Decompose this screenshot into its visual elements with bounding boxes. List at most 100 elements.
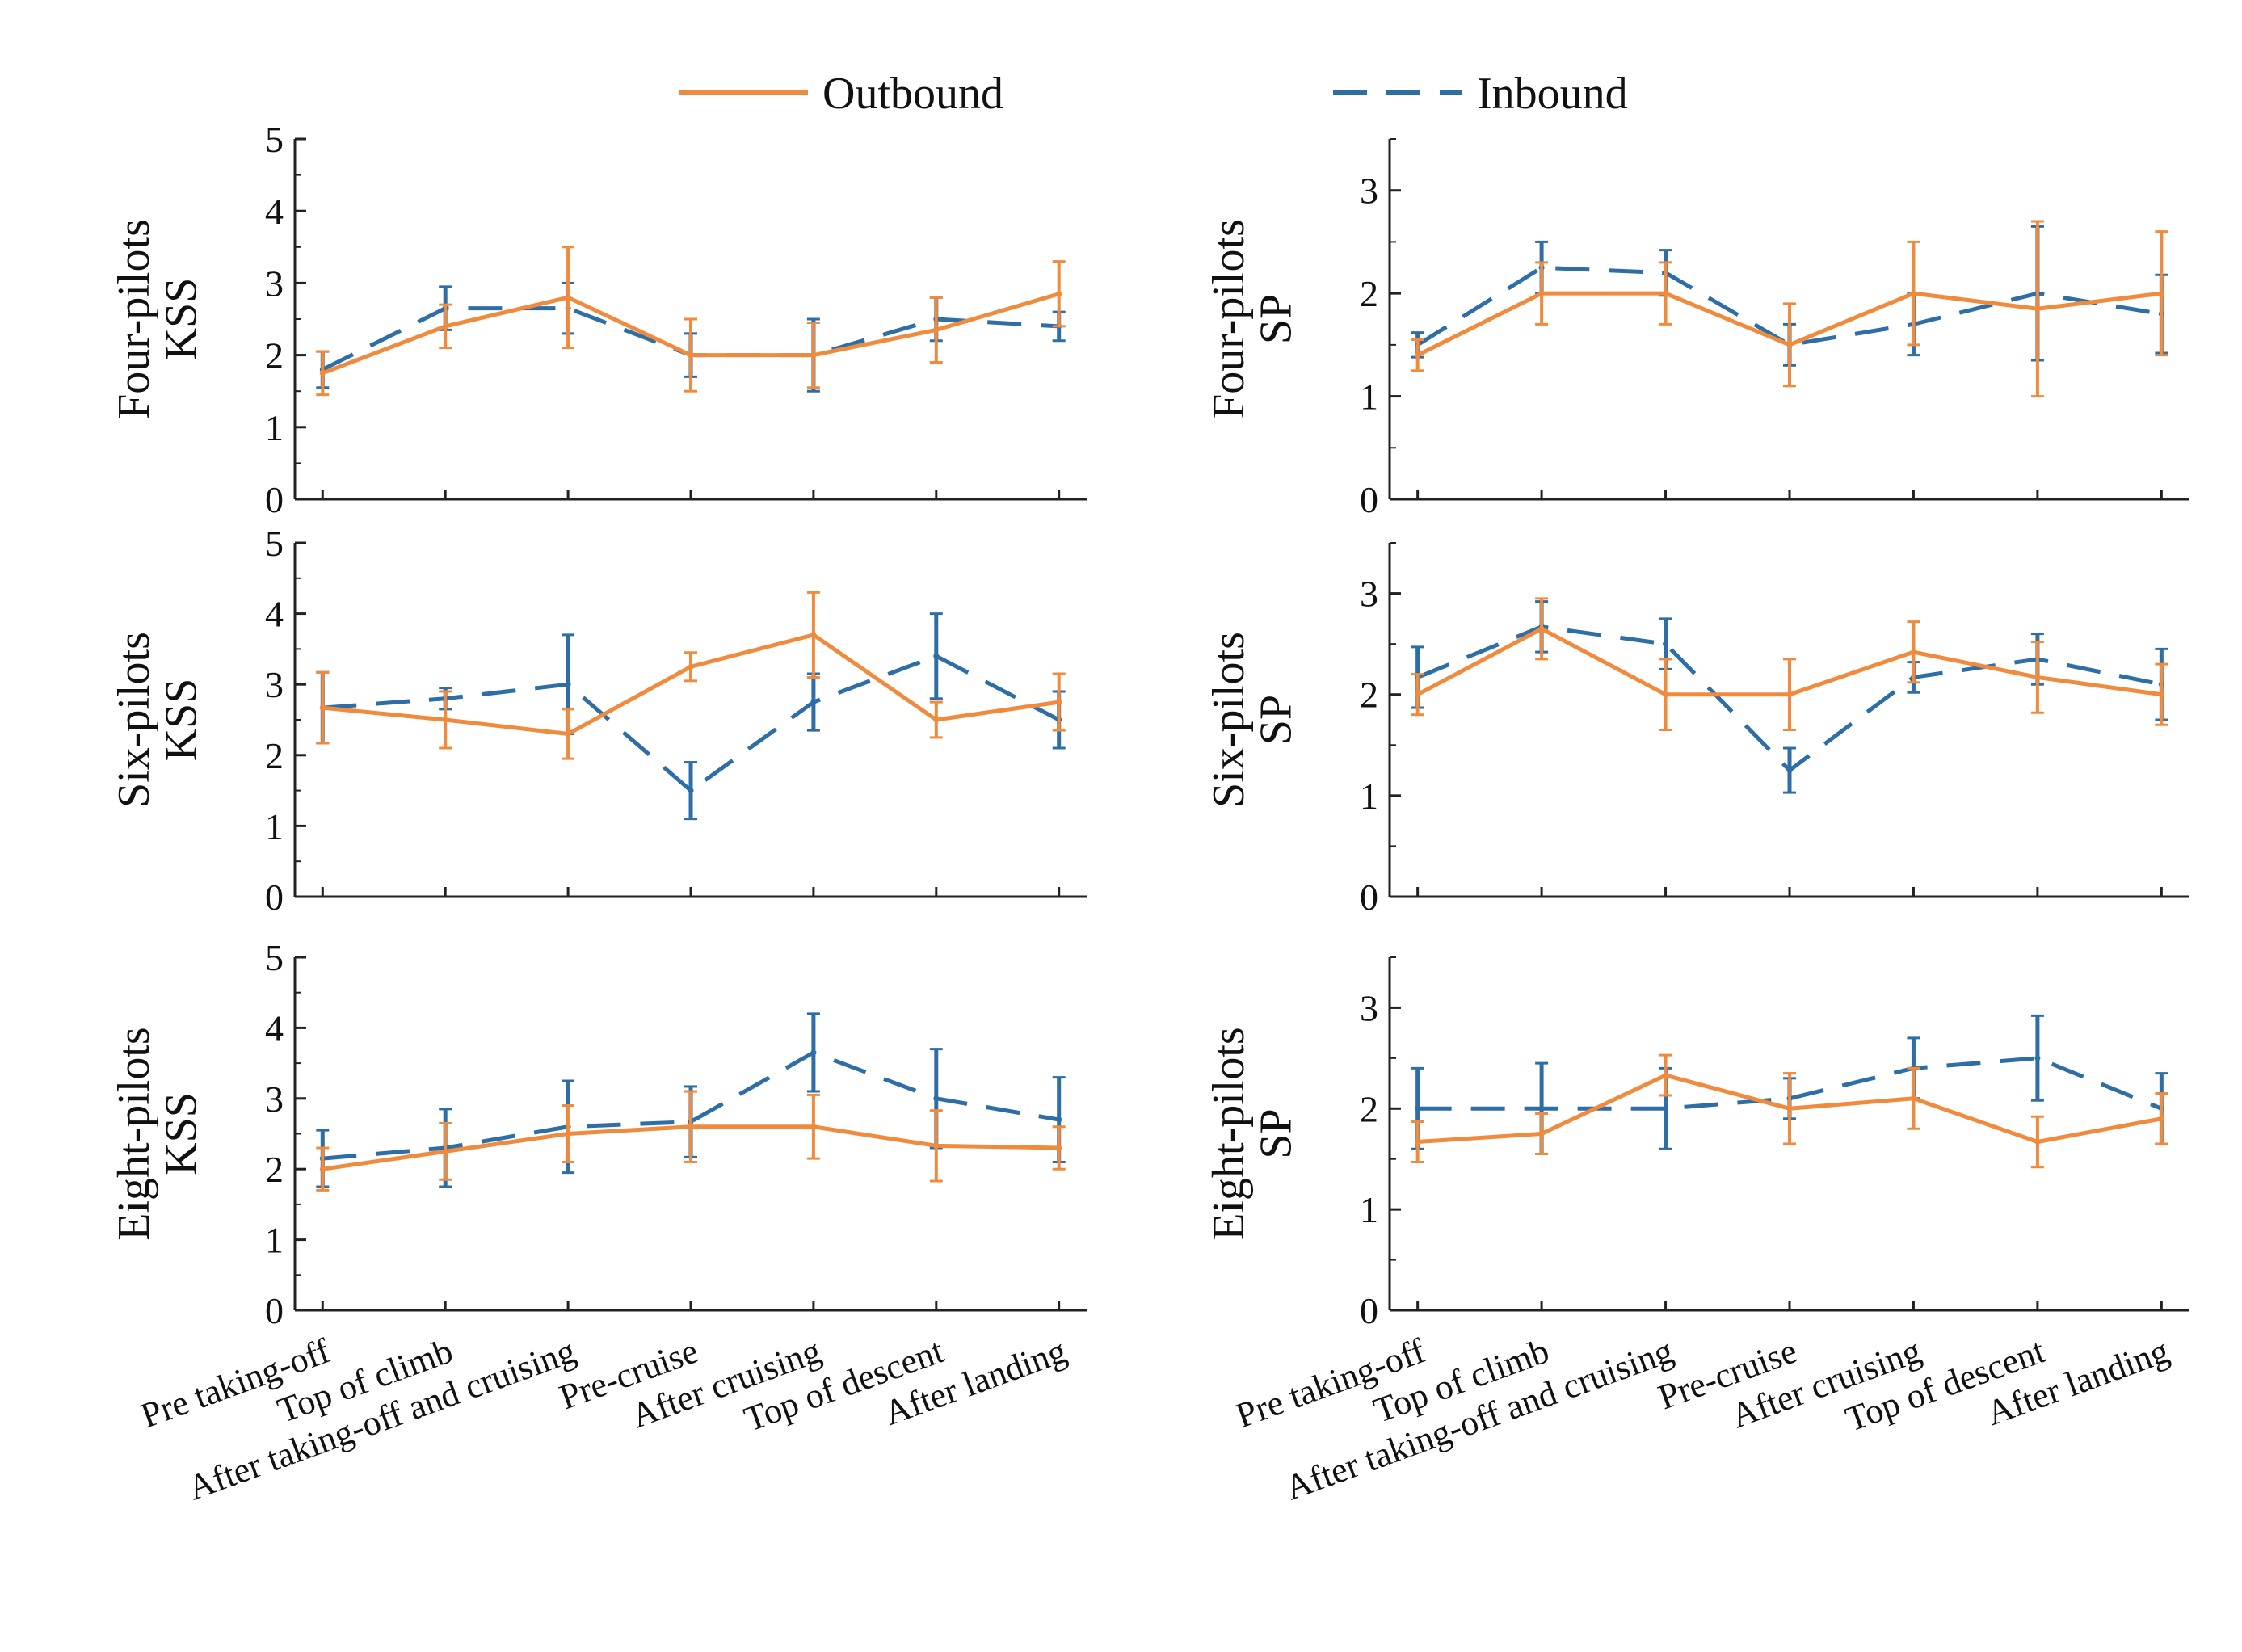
y-tick-label: 1 — [1360, 1189, 1378, 1230]
y-axis-label-top: Six-pilots — [1204, 632, 1254, 808]
y-tick-label: 3 — [1360, 170, 1378, 212]
y-axis-label: Four-pilotsKSS — [109, 219, 207, 419]
data-point — [1056, 1116, 1062, 1123]
y-axis-label: Four-pilotsSP — [1204, 219, 1302, 419]
data-point — [565, 681, 571, 687]
y-axis-label-bottom: SP — [1251, 294, 1302, 344]
data-point — [1415, 1105, 1421, 1112]
y-axis-label: Six-pilotsSP — [1204, 632, 1302, 808]
legend-inbound-label: Inbound — [1477, 69, 1628, 119]
data-point — [810, 352, 817, 359]
y-tick-label: 2 — [1360, 675, 1378, 716]
y-axis-label-bottom: KSS — [157, 278, 207, 361]
y-axis-label: Eight-pilotsKSS — [109, 1027, 207, 1240]
y-axis-label-bottom: SP — [1251, 695, 1302, 745]
data-point — [442, 323, 448, 330]
y-axis-label-bottom: SP — [1251, 1108, 1302, 1158]
data-point — [1786, 691, 1793, 698]
data-point — [1663, 691, 1669, 698]
legend: Outbound Inbound — [679, 69, 1628, 119]
y-axis-label-top: Four-pilots — [1204, 219, 1254, 419]
y-tick-label: 5 — [265, 937, 284, 978]
data-point — [688, 352, 694, 359]
data-point — [688, 663, 694, 670]
panel-kss-six: 0 1 2 3 4 5 Six-pilotsKSS — [109, 523, 1087, 918]
y-tick-label: 1 — [1360, 376, 1378, 418]
data-point — [1663, 641, 1669, 647]
y-tick-label: 4 — [265, 594, 284, 635]
data-point — [1538, 625, 1545, 632]
y-tick-label: 3 — [265, 1078, 284, 1120]
y-tick-label: 2 — [265, 1149, 284, 1190]
y-tick-label: 0 — [265, 876, 284, 918]
data-point — [565, 731, 571, 738]
data-point — [2034, 305, 2041, 312]
data-point — [442, 717, 448, 723]
data-point — [688, 1124, 694, 1130]
y-tick-label: 0 — [1360, 876, 1378, 918]
data-point — [319, 704, 326, 711]
y-axis-label: Six-pilotsKSS — [109, 632, 207, 808]
y-tick-label: 3 — [265, 664, 284, 705]
data-point — [1786, 1105, 1793, 1112]
y-axis-label-top: Eight-pilots — [1204, 1027, 1254, 1240]
y-tick-label: 3 — [265, 263, 284, 304]
panels: 012345Four-pilotsKSS0123Four-pilotsSP012… — [109, 119, 2189, 1508]
y-tick-label: 0 — [265, 479, 284, 520]
data-point — [319, 370, 326, 376]
series-outbound — [316, 246, 1066, 397]
data-point — [1056, 1145, 1062, 1151]
data-point — [1910, 649, 1916, 655]
data-point — [1538, 1131, 1545, 1137]
data-point — [1663, 1105, 1669, 1112]
data-point — [1056, 291, 1062, 297]
y-tick-label: 2 — [265, 735, 284, 776]
y-tick-label: 3 — [1360, 987, 1378, 1028]
data-point — [565, 1131, 571, 1137]
y-tick-label: 2 — [1360, 1088, 1378, 1129]
data-point — [1538, 1105, 1545, 1112]
data-point — [933, 653, 940, 659]
data-point — [810, 632, 817, 638]
data-point — [565, 294, 571, 301]
data-point — [2034, 1055, 2041, 1061]
series-outbound — [1411, 597, 2168, 732]
series-outbound — [1411, 220, 2168, 398]
data-point — [2158, 691, 2164, 698]
series-outbound — [316, 1090, 1066, 1192]
y-axis-label-top: Eight-pilots — [109, 1027, 159, 1240]
data-point — [2034, 674, 2041, 680]
data-point — [1786, 342, 1793, 348]
y-tick-label: 1 — [265, 1220, 284, 1261]
data-point — [1786, 767, 1793, 774]
data-point — [1663, 1072, 1669, 1078]
data-point — [1415, 1138, 1421, 1145]
data-point — [1910, 1095, 1916, 1102]
y-tick-label: 4 — [265, 1007, 284, 1049]
y-tick-label: 1 — [265, 407, 284, 448]
data-point — [933, 1095, 940, 1102]
series-outbound — [316, 591, 1066, 760]
y-tick-label: 2 — [1360, 273, 1378, 314]
data-point — [933, 1142, 940, 1149]
series-line — [322, 633, 1060, 737]
data-point — [810, 699, 817, 705]
data-point — [442, 1148, 448, 1154]
y-tick-label: 1 — [1360, 776, 1378, 817]
y-axis-label-bottom: KSS — [157, 1092, 207, 1175]
y-tick-label: 0 — [1360, 479, 1378, 520]
data-point — [2158, 1116, 2164, 1122]
data-point — [2034, 1138, 2041, 1145]
y-axis-label-bottom: KSS — [157, 679, 207, 762]
y-tick-label: 1 — [265, 805, 284, 847]
y-tick-label: 3 — [1360, 574, 1378, 615]
data-point — [1415, 691, 1421, 698]
panel-kss-four: 0 1 2 3 4 5 Four-pilotsKSS — [109, 119, 1087, 520]
y-axis-label-top: Six-pilots — [109, 632, 159, 808]
data-point — [933, 717, 940, 723]
data-point — [1538, 290, 1545, 296]
data-point — [319, 1166, 326, 1172]
